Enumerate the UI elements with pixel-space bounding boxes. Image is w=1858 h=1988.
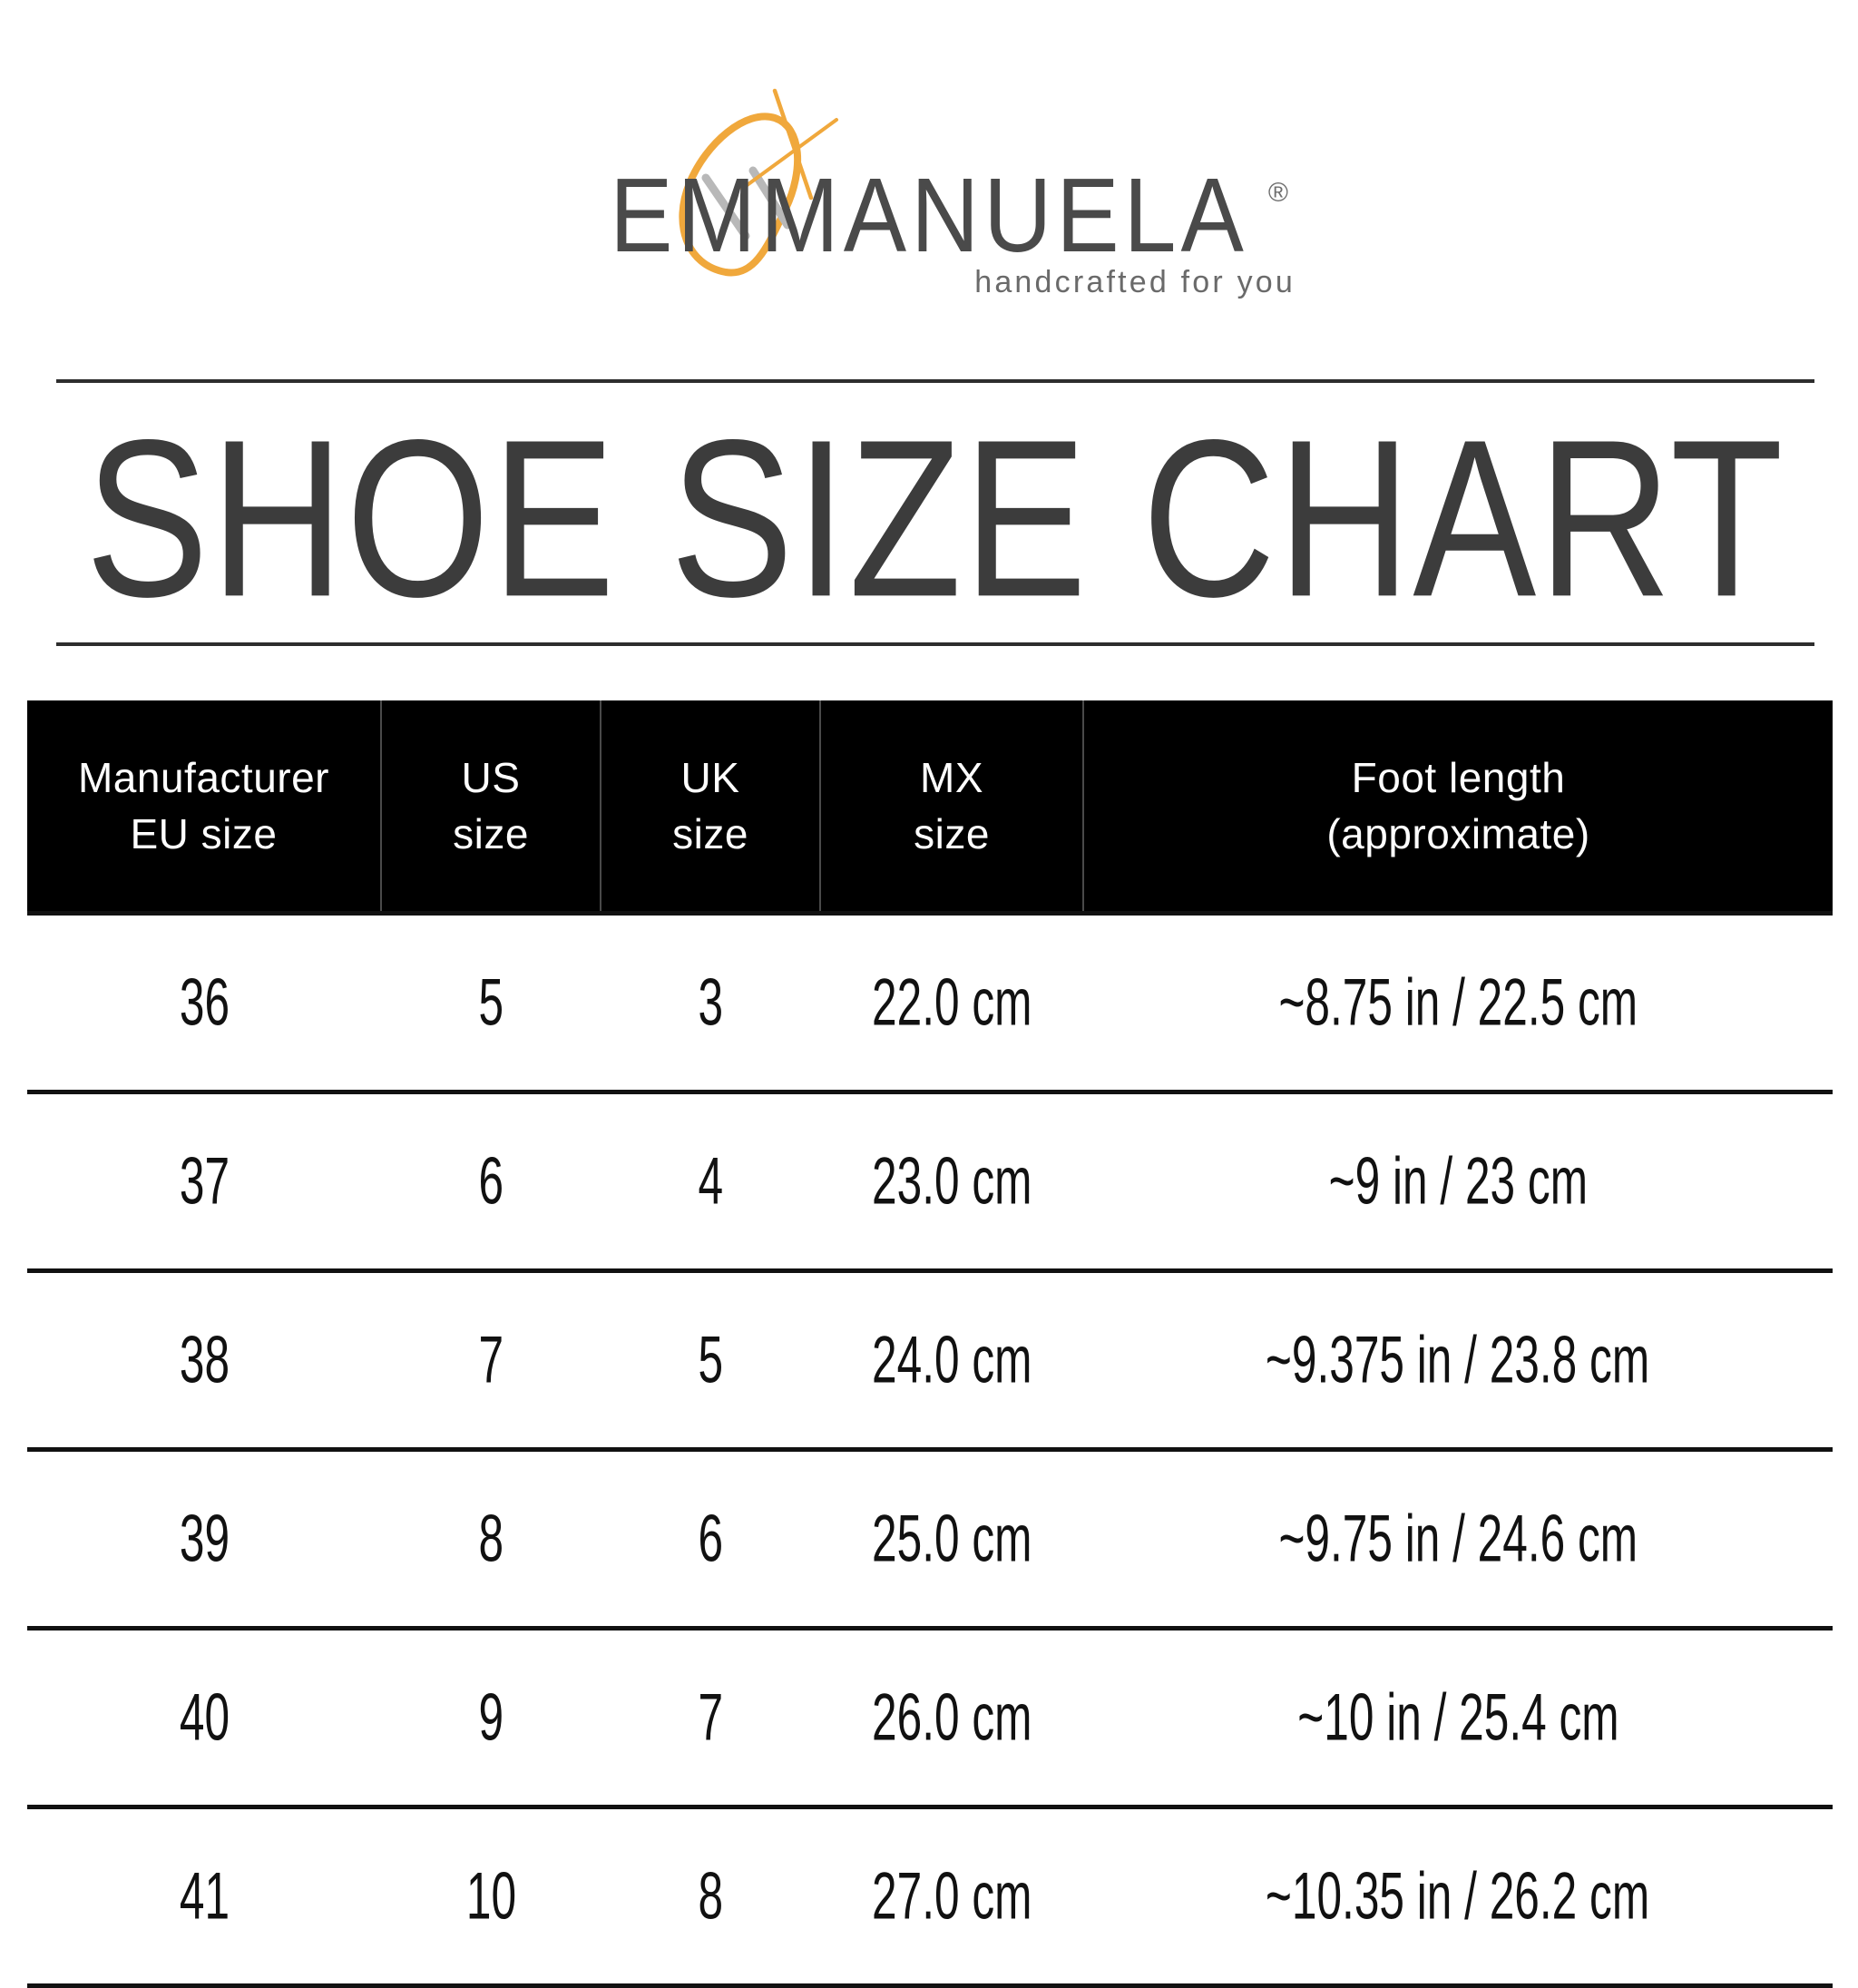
column-header-eu-line1: Manufacturer <box>77 753 329 801</box>
cell-mx-value: 24.0 cm <box>871 1323 1032 1397</box>
brand-tagline: handcrafted for you <box>974 265 1296 299</box>
cell-foot: ~8.75 in / 22.5 cm <box>1083 911 1833 1094</box>
column-header-foot-line1: Foot length <box>1351 753 1566 801</box>
cell-foot-value: ~10 in / 25.4 cm <box>1296 1680 1619 1755</box>
column-header-us-line1: US <box>461 753 521 801</box>
column-header-mx: MX size <box>820 700 1084 914</box>
cell-foot: ~9.375 in / 23.8 cm <box>1083 1270 1833 1452</box>
cell-mx: 24.0 cm <box>820 1270 1083 1452</box>
cell-eu: 41 <box>27 1807 381 1988</box>
column-header-mx-line1: MX <box>920 753 983 801</box>
cell-foot-value: ~9.75 in / 24.6 cm <box>1278 1502 1638 1576</box>
cell-us: 10 <box>381 1807 601 1988</box>
cell-eu-value: 38 <box>179 1323 230 1397</box>
cell-mx-value: 22.0 cm <box>871 965 1032 1040</box>
cell-foot: ~9 in / 23 cm <box>1083 1092 1833 1273</box>
table-row: 36 5 3 22.0 cm ~8.75 in / 22.5 cm <box>27 911 1833 1094</box>
cell-mx-value: 25.0 cm <box>871 1502 1032 1576</box>
cell-eu: 36 <box>27 911 381 1094</box>
cell-uk-value: 8 <box>698 1859 723 1934</box>
size-table-container: Manufacturer EU size US size UK size MX … <box>27 700 1833 1988</box>
cell-us-value: 6 <box>478 1144 504 1219</box>
cell-eu: 37 <box>27 1092 381 1273</box>
cell-mx: 25.0 cm <box>820 1449 1083 1631</box>
column-header-us: US size <box>381 700 601 914</box>
cell-us-value: 7 <box>478 1323 504 1397</box>
brand-name: EMMANUELA <box>610 156 1248 275</box>
column-header-us-line2: size <box>453 810 529 857</box>
cell-eu: 40 <box>27 1628 381 1809</box>
table-row: 38 7 5 24.0 cm ~9.375 in / 23.8 cm <box>27 1270 1833 1452</box>
cell-eu: 38 <box>27 1270 381 1452</box>
cell-us: 8 <box>381 1449 601 1631</box>
cell-uk: 5 <box>601 1270 820 1452</box>
page-title: SHOE SIZE CHART <box>56 399 1814 639</box>
table-body: 36 5 3 22.0 cm ~8.75 in / 22.5 cm 37 6 4… <box>27 911 1833 1988</box>
brand-header: EMMANUELA ® handcrafted for you <box>0 87 1858 299</box>
registered-trademark-icon: ® <box>1267 178 1288 208</box>
cell-mx-value: 27.0 cm <box>871 1859 1032 1934</box>
cell-us: 6 <box>381 1092 601 1273</box>
cell-foot: ~10.35 in / 26.2 cm <box>1083 1807 1833 1988</box>
column-header-mx-line2: size <box>914 810 990 857</box>
shoe-size-table: Manufacturer EU size US size UK size MX … <box>27 700 1833 1988</box>
cell-uk-value: 5 <box>698 1323 723 1397</box>
cell-mx-value: 23.0 cm <box>871 1144 1032 1219</box>
title-rule-top <box>56 379 1814 383</box>
column-header-eu-line2: EU size <box>130 810 278 857</box>
cell-foot-value: ~9.375 in / 23.8 cm <box>1266 1323 1650 1397</box>
cell-uk: 4 <box>601 1092 820 1273</box>
cell-us-value: 10 <box>465 1859 516 1934</box>
cell-foot-value: ~10.35 in / 26.2 cm <box>1266 1859 1650 1934</box>
cell-eu-value: 39 <box>179 1502 230 1576</box>
table-row: 39 8 6 25.0 cm ~9.75 in / 24.6 cm <box>27 1449 1833 1631</box>
cell-foot-value: ~8.75 in / 22.5 cm <box>1278 965 1638 1040</box>
column-header-foot-length: Foot length (approximate) <box>1083 700 1833 914</box>
table-row: 41 10 8 27.0 cm ~10.35 in / 26.2 cm <box>27 1807 1833 1988</box>
cell-us-value: 9 <box>478 1680 504 1755</box>
cell-mx: 22.0 cm <box>820 911 1083 1094</box>
title-rule-bottom <box>56 642 1814 646</box>
table-head: Manufacturer EU size US size UK size MX … <box>27 700 1833 914</box>
cell-us: 5 <box>381 911 601 1094</box>
cell-us-value: 5 <box>478 965 504 1040</box>
column-header-uk-line1: UK <box>680 753 740 801</box>
cell-mx-value: 26.0 cm <box>871 1680 1032 1755</box>
cell-foot: ~9.75 in / 24.6 cm <box>1083 1449 1833 1631</box>
brand-wordmark: EMMANUELA ® <box>557 163 1301 269</box>
cell-uk: 7 <box>601 1628 820 1809</box>
table-row: 40 9 7 26.0 cm ~10 in / 25.4 cm <box>27 1628 1833 1809</box>
cell-eu-value: 41 <box>179 1859 230 1934</box>
column-header-foot-line2: (approximate) <box>1326 810 1590 857</box>
cell-mx: 26.0 cm <box>820 1628 1083 1809</box>
cell-us: 9 <box>381 1628 601 1809</box>
cell-eu-value: 37 <box>179 1144 230 1219</box>
cell-uk-value: 3 <box>698 965 723 1040</box>
column-header-uk: UK size <box>601 700 821 914</box>
cell-foot-value: ~9 in / 23 cm <box>1328 1144 1588 1219</box>
shoe-size-chart-page: EMMANUELA ® handcrafted for you SHOE SIZ… <box>0 87 1858 1988</box>
cell-us: 7 <box>381 1270 601 1452</box>
cell-mx: 27.0 cm <box>820 1807 1083 1988</box>
cell-eu: 39 <box>27 1449 381 1631</box>
cell-uk: 3 <box>601 911 820 1094</box>
cell-uk: 8 <box>601 1807 820 1988</box>
column-header-eu: Manufacturer EU size <box>27 700 382 914</box>
page-title-text: SHOE SIZE CHART <box>85 393 1785 644</box>
cell-eu-value: 36 <box>179 965 230 1040</box>
cell-foot: ~10 in / 25.4 cm <box>1083 1628 1833 1809</box>
column-header-uk-line2: size <box>672 810 748 857</box>
table-header-row: Manufacturer EU size US size UK size MX … <box>27 700 1833 914</box>
cell-eu-value: 40 <box>179 1680 230 1755</box>
cell-uk-value: 7 <box>698 1680 723 1755</box>
table-row: 37 6 4 23.0 cm ~9 in / 23 cm <box>27 1092 1833 1273</box>
cell-mx: 23.0 cm <box>820 1092 1083 1273</box>
cell-us-value: 8 <box>478 1502 504 1576</box>
cell-uk: 6 <box>601 1449 820 1631</box>
cell-uk-value: 4 <box>698 1144 723 1219</box>
cell-uk-value: 6 <box>698 1502 723 1576</box>
